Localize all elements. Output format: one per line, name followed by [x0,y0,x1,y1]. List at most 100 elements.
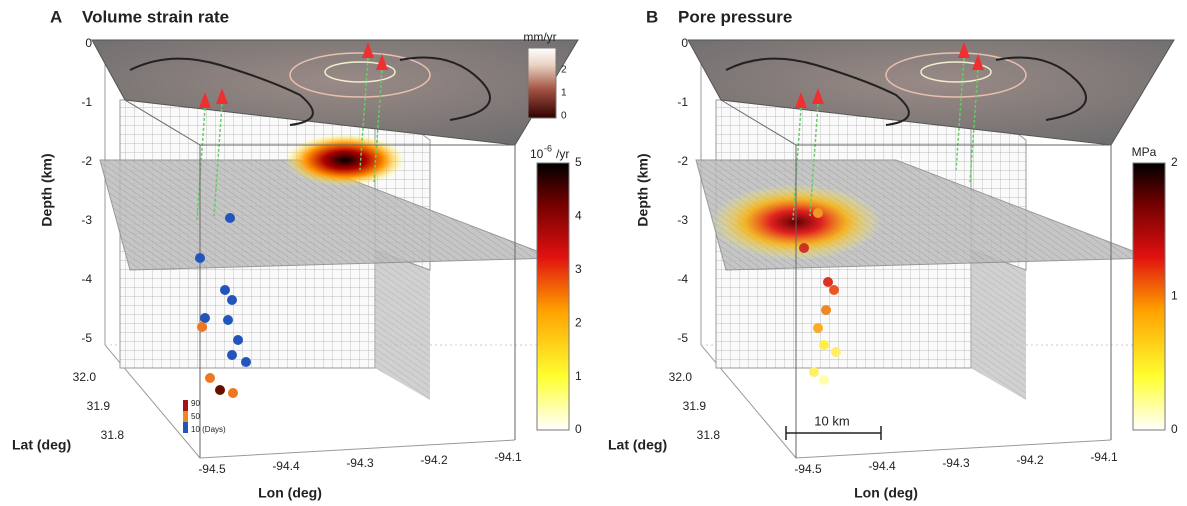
well-path [373,69,383,183]
depth-tick-label: -5 [677,331,688,345]
event-dot [200,313,210,323]
lon-tick-label: -94.4 [272,459,300,473]
depth-tick-label: -1 [677,95,688,109]
panel-title: Volume strain rate [82,7,229,26]
depth-tick-label: -2 [81,154,92,168]
depth-tick-label: 0 [681,36,688,50]
colorbar-unit: MPa [1132,145,1157,159]
event-dot [197,322,207,332]
event-dot [823,277,833,287]
event-dot [227,295,237,305]
event-dot [831,347,841,357]
legend-swatch [183,411,188,422]
well-path [213,103,223,217]
panel-letter: B [646,7,658,26]
colorbar-tick-label: 5 [575,155,582,169]
legend-swatch [183,400,188,411]
event-dot [225,213,235,223]
lat-axis-label: Lat (deg) [608,437,667,453]
well-path [955,57,965,171]
well-path [196,107,206,221]
depth-tick-label: -3 [677,213,688,227]
well-path [359,57,369,171]
lon-tick-label: -94.1 [494,450,522,464]
contour [885,52,1027,98]
event-dot [799,243,809,253]
colorbar [527,47,557,119]
well-marker [216,88,228,104]
contour [920,61,992,83]
lon-tick-label: -94.3 [942,456,970,470]
panel-letter: A [50,7,62,26]
well-path [969,69,979,183]
event-dot [215,385,225,395]
depth-tick-label: -1 [81,95,92,109]
depth-axis-label: Depth (km) [39,153,55,226]
lon-tick-label: -94.3 [346,456,374,470]
colorbar-tick-label: 3 [575,262,582,276]
panel: B Pore pressure 0 -1 -2 -3 -4 -5 Depth (km) 32.0 3… [608,7,1178,500]
colorbar-tick-label: 0 [561,111,567,122]
colorbar-unit: /yr [556,147,569,161]
event-dot [220,285,230,295]
lat-tick-label: 31.9 [87,399,111,413]
contour [129,56,491,126]
event-dot [829,285,839,295]
lat-tick-label: 32.0 [73,370,97,384]
well-marker [199,92,211,108]
colorbar-tick-label: 0 [575,422,582,436]
contour [725,56,1087,126]
box-edge [104,40,516,459]
colorbar-tick-label: 1 [575,369,582,383]
colorbar-tick-label: 2 [561,65,567,76]
event-dot [223,315,233,325]
event-dot [821,305,831,315]
event-dot [233,335,243,345]
event-dot [195,253,205,263]
box-edge [700,40,1112,459]
lon-tick-label: -94.4 [868,459,896,473]
colorbar-tick-label: 0 [1171,422,1178,436]
lon-tick-label: -94.2 [1016,453,1044,467]
depth-tick-label: -5 [81,331,92,345]
colorbar [536,162,570,431]
colorbar [1132,162,1166,431]
colorbar-unit: mm/yr [523,30,556,44]
well-marker [958,42,970,58]
lon-axis-label: Lon (deg) [258,485,322,501]
lon-tick-label: -94.5 [794,462,822,476]
lon-axis-label: Lon (deg) [854,485,918,501]
legend-swatch [183,422,188,433]
well-marker [812,88,824,104]
scale-bar-label: 10 km [814,413,849,428]
event-dot [813,323,823,333]
contour [289,52,431,98]
event-dot [227,350,237,360]
lat-tick-label: 31.8 [697,428,721,442]
legend-label: 50 [191,412,200,421]
lat-axis-label: Lat (deg) [12,437,71,453]
colorbar-tick-label: 1 [1171,289,1178,303]
lon-tick-label: -94.2 [420,453,448,467]
grid-slice [971,250,1026,400]
depth-tick-label: -4 [81,272,92,286]
well-marker [376,54,388,70]
colorbar-tick-label: 1 [561,88,567,99]
event-dot [241,357,251,367]
event-dot [819,340,829,350]
legend-label: 90 [191,399,200,408]
depth-tick-label: -3 [81,213,92,227]
well-path [809,103,819,217]
depth-axis-label: Depth (km) [635,153,651,226]
lon-tick-label: -94.5 [198,462,226,476]
lat-tick-label: 32.0 [669,370,693,384]
anomaly [285,134,405,186]
colorbar-tick-label: 2 [1171,155,1178,169]
colorbar-tick-label: 2 [575,315,582,329]
colorbar-unit: -6 [544,143,552,153]
lat-tick-label: 31.8 [101,428,125,442]
well-marker [972,54,984,70]
contour [324,61,396,83]
well-marker [795,92,807,108]
grid-slice [375,250,430,400]
